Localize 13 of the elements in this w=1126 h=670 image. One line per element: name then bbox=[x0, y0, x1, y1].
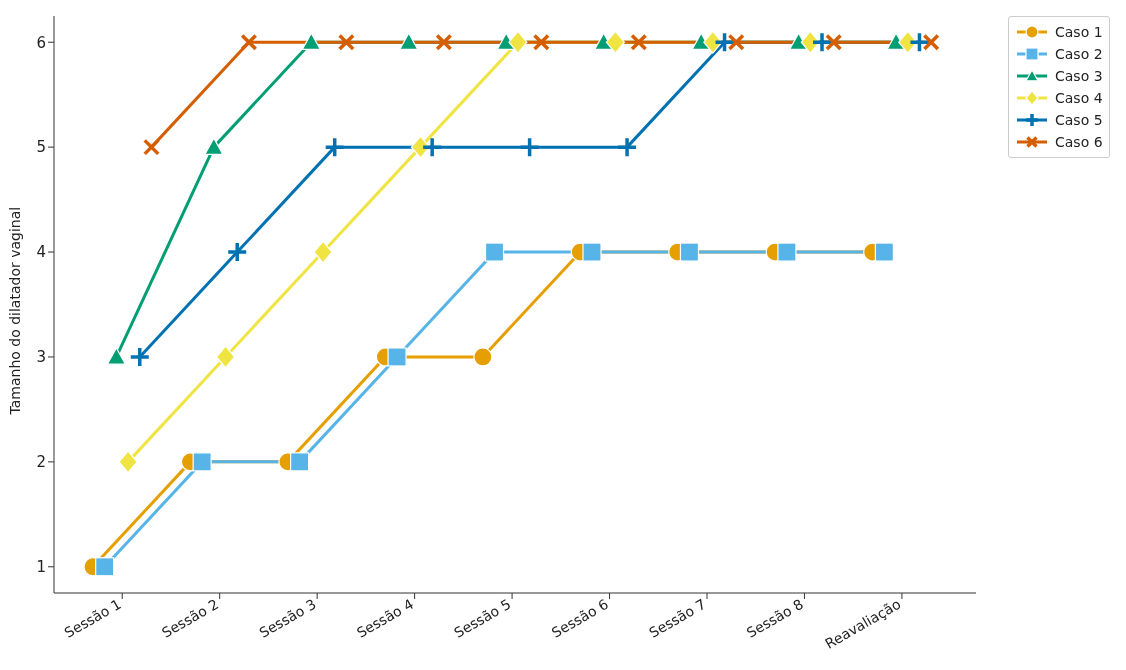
y-axis-title: Tamanho do dilatador vaginal bbox=[6, 206, 23, 416]
legend-label: Caso 1 bbox=[1054, 23, 1103, 42]
legend-label: Caso 6 bbox=[1054, 133, 1103, 152]
y-tick-label: 2 bbox=[36, 453, 46, 472]
y-tick-label: 1 bbox=[36, 558, 46, 577]
legend-label: Caso 5 bbox=[1054, 111, 1103, 130]
legend-label: Caso 3 bbox=[1054, 67, 1103, 86]
y-tick-label: 6 bbox=[36, 33, 46, 52]
legend-label: Caso 4 bbox=[1054, 89, 1103, 108]
y-tick-label: 3 bbox=[36, 348, 46, 367]
y-tick-label: 4 bbox=[36, 243, 46, 262]
legend-label: Caso 2 bbox=[1054, 45, 1103, 64]
y-tick-label: 5 bbox=[36, 138, 46, 157]
